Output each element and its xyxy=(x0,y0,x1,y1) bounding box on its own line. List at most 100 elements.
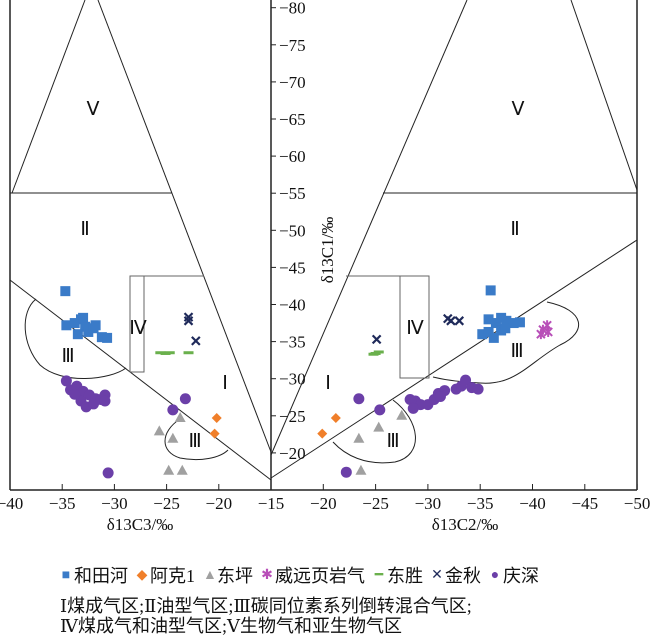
y-tick-label: −35 xyxy=(279,333,306,352)
data-point xyxy=(373,350,384,354)
x-tick-label: −25 xyxy=(153,494,180,513)
legend-item: ◆ 阿克1 xyxy=(136,562,195,590)
region-label-iv: Ⅳ xyxy=(129,318,147,339)
x-tick-label: −40 xyxy=(0,494,23,513)
legend: ■ 和田河 ◆ 阿克1 ▲ 东坪 ✱ 威远页岩气 ━ 东胜 ✕ 金秋 ● 庆深 xyxy=(60,562,539,590)
region-label-v: Ⅴ xyxy=(512,99,525,120)
data-point xyxy=(355,464,367,475)
data-point xyxy=(371,334,382,345)
y-tick-label: −75 xyxy=(279,36,306,55)
legend-note-2: Ⅳ煤成气和油型气区;Ⅴ生物气和亚生物气区 xyxy=(60,616,402,636)
data-point xyxy=(317,428,328,439)
data-point xyxy=(434,391,446,403)
x-tick-label: −20 xyxy=(310,494,337,513)
diamond-marker-icon: ◆ xyxy=(136,568,148,583)
x-tick-label: −30 xyxy=(101,494,128,513)
data-point xyxy=(477,329,488,340)
data-point xyxy=(374,404,386,416)
y-axis-title: δ13C1/‰ xyxy=(318,217,337,284)
region-label-ii: Ⅱ xyxy=(510,219,519,240)
data-point xyxy=(61,320,72,331)
data-point xyxy=(490,318,501,329)
data-point xyxy=(176,464,188,475)
legend-label: 威远页岩气 xyxy=(275,566,365,586)
legend-label: 和田河 xyxy=(74,566,128,586)
legend-label: 东坪 xyxy=(217,566,253,586)
legend-item: ✕ 金秋 xyxy=(431,562,481,590)
data-point xyxy=(167,404,179,416)
region-label-i: Ⅰ xyxy=(222,373,228,394)
legend-label: 金秋 xyxy=(445,566,481,586)
y-tick-label: −65 xyxy=(279,110,306,129)
data-point xyxy=(153,425,165,436)
legend-label: 东胜 xyxy=(387,566,423,586)
data-point xyxy=(454,316,465,326)
data-point xyxy=(472,383,484,395)
region-label-ii: Ⅱ xyxy=(80,219,89,240)
data-point xyxy=(60,375,72,387)
region-label-iii-upper: Ⅲ xyxy=(61,346,74,367)
data-point xyxy=(163,464,175,475)
data-point xyxy=(96,332,107,343)
x-tick-label: −45 xyxy=(572,494,599,513)
data-point xyxy=(183,312,194,322)
legend-item: ▲ 东坪 xyxy=(203,562,253,590)
region-label-i: Ⅰ xyxy=(325,373,331,394)
legend-item: ━ 东胜 xyxy=(373,562,423,590)
region-labels: Ⅴ Ⅱ Ⅳ Ⅲ Ⅰ Ⅲ Ⅴ Ⅱ Ⅳ Ⅲ Ⅰ Ⅲ xyxy=(61,99,524,452)
data-point xyxy=(183,351,194,355)
legend-item: ● 庆深 xyxy=(489,562,539,590)
y-tick-label: −40 xyxy=(279,296,306,315)
data-point xyxy=(543,326,553,337)
x-tick-label: −40 xyxy=(519,494,546,513)
data-point xyxy=(167,432,179,443)
data-point xyxy=(83,326,94,337)
data-point xyxy=(368,352,379,356)
region-label-iii-lower: Ⅲ xyxy=(386,431,399,452)
data-point xyxy=(514,317,525,328)
data-point xyxy=(164,351,175,355)
y-tick-label: −25 xyxy=(279,407,306,426)
data-point xyxy=(488,332,499,343)
legend-note-1: Ⅰ煤成气区;Ⅱ油型气区;Ⅲ碳同位素系列倒转混合气区; xyxy=(60,596,472,616)
x-tick-label: −20 xyxy=(206,494,233,513)
x-tick-label: −15 xyxy=(258,494,285,513)
axis-ticks: −20 −25 −30 −35 −40 −45 −50 −55 −60 −65 −70 −75 −80 −… xyxy=(0,0,650,513)
y-tick-label: −30 xyxy=(279,370,306,389)
dash-marker-icon: ━ xyxy=(374,568,384,583)
triangle-marker-icon: ▲ xyxy=(203,568,217,583)
legend-item: ✱ 威远页岩气 xyxy=(261,562,365,590)
x-tick-label: −50 xyxy=(624,494,650,513)
x-axis-title-left: δ13C3/‰ xyxy=(107,515,174,534)
data-point xyxy=(69,388,81,400)
data-point xyxy=(174,412,186,423)
data-point xyxy=(485,285,496,296)
data-point xyxy=(183,316,194,326)
data-point xyxy=(72,329,83,340)
circle-marker-icon: ● xyxy=(490,568,500,583)
data-point xyxy=(78,312,89,323)
data-point xyxy=(209,428,220,439)
data-point xyxy=(396,409,408,420)
data-point xyxy=(460,374,472,386)
data-point xyxy=(501,315,512,326)
x-tick-label: −25 xyxy=(362,494,389,513)
star-marker-icon: ✱ xyxy=(261,568,273,583)
data-point xyxy=(483,326,494,337)
data-point xyxy=(407,402,419,414)
y-tick-label: −80 xyxy=(279,0,306,18)
data-point xyxy=(211,413,222,424)
x-axis-title-right: δ13C2/‰ xyxy=(432,515,499,534)
data-point xyxy=(155,351,166,355)
data-point xyxy=(340,466,352,478)
y-tick-label: −20 xyxy=(279,444,306,463)
data-point xyxy=(69,318,80,329)
region-label-iv: Ⅳ xyxy=(406,318,424,339)
legend-label: 庆深 xyxy=(503,566,539,586)
x-tick-label: −35 xyxy=(49,494,76,513)
data-point xyxy=(88,323,99,334)
data-point xyxy=(496,312,507,323)
y-tick-label: −60 xyxy=(279,147,306,166)
data-point xyxy=(60,286,71,297)
x-tick-label: −30 xyxy=(415,494,442,513)
